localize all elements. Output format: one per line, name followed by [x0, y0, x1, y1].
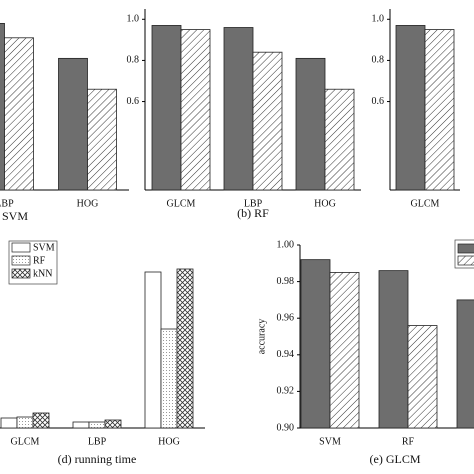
y-tick-label: 0.94: [277, 349, 295, 360]
x-tick-label: RF: [402, 436, 415, 447]
y-tick-label: 1.0: [372, 14, 385, 25]
y-tick-label: 0.8: [372, 55, 385, 66]
caption: (d) running time: [58, 452, 137, 466]
y-tick-label: 0.92: [277, 386, 295, 397]
x-tick-label: LBP: [244, 198, 263, 209]
bar: [456, 299, 474, 429]
bar: [87, 88, 117, 191]
legend-label: SVM: [33, 242, 55, 253]
y-axis-label: accuracy: [256, 319, 267, 355]
bar: [395, 25, 426, 191]
caption: (e) GLCM: [370, 452, 421, 466]
bar: [151, 25, 182, 191]
x-tick-label: HOG: [314, 198, 336, 209]
x-tick-label: LBP: [0, 198, 14, 209]
legend-swatch: [457, 243, 474, 254]
y-tick-label: 0.96: [277, 312, 295, 323]
x-tick-label: HOG: [158, 436, 180, 447]
bar: [88, 421, 106, 429]
y-tick-label: 0.6: [372, 96, 385, 107]
y-tick-label: 0.98: [277, 276, 295, 287]
bar: [252, 51, 283, 191]
caption: (b) RF: [237, 206, 269, 220]
legend-swatch: [11, 242, 31, 253]
bar: [295, 57, 326, 191]
x-tick-label: LBP: [88, 436, 107, 447]
x-tick-label: SVM: [319, 436, 341, 447]
bar: [329, 272, 360, 429]
bar: [72, 421, 90, 429]
x-tick-label: HOG: [77, 198, 99, 209]
x-tick-label: GLCM: [167, 198, 196, 209]
x-tick-label: GLCM: [11, 436, 40, 447]
bar: [180, 29, 211, 191]
bar: [176, 268, 194, 429]
y-tick-label: 0.6: [127, 96, 140, 107]
legend-label: RF: [33, 255, 46, 266]
legend-swatch: [457, 255, 474, 266]
bar: [144, 271, 162, 429]
bar: [0, 417, 18, 429]
y-tick-label: 1.0: [127, 14, 140, 25]
bar: [160, 328, 178, 429]
bar: [378, 270, 409, 429]
bar: [16, 416, 34, 429]
bar: [104, 419, 122, 429]
y-tick-label: 0.8: [127, 55, 140, 66]
bar: [4, 37, 34, 191]
bar: [300, 259, 331, 429]
y-tick-label: 1.00: [277, 239, 295, 250]
bar: [223, 27, 254, 191]
caption: (a) SVM: [0, 209, 28, 223]
bar: [32, 412, 50, 429]
bar: [0, 22, 5, 191]
legend-swatch: [11, 255, 31, 266]
bar: [58, 57, 88, 191]
legend-swatch: [11, 268, 31, 279]
bar: [424, 29, 455, 191]
x-tick-label: GLCM: [411, 198, 440, 209]
legend-label: kNN: [33, 268, 52, 279]
y-tick-label: 0.90: [277, 422, 295, 433]
bar: [407, 325, 438, 429]
bar: [324, 88, 355, 191]
